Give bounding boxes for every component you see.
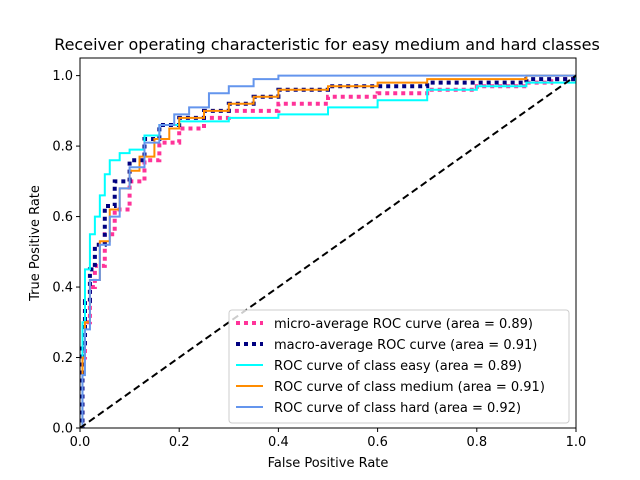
y-tick-label: 0.4 xyxy=(52,281,73,296)
chance-line xyxy=(80,74,576,428)
y-tick-label: 1.0 xyxy=(52,69,73,84)
series-line-4 xyxy=(80,74,576,428)
x-axis-label: False Positive Rate xyxy=(268,456,389,471)
plot-area xyxy=(80,74,576,428)
axes-frame xyxy=(79,57,577,429)
x-tick-label: 0.0 xyxy=(70,435,91,450)
series-line-2 xyxy=(80,75,576,428)
x-tick-label: 0.8 xyxy=(466,435,487,450)
chart-title: Receiver operating characteristic for ea… xyxy=(54,35,600,54)
y-tick-label: 0.8 xyxy=(52,140,73,155)
y-tick-label: 0.2 xyxy=(52,351,73,366)
y-tick-label: 0.0 xyxy=(52,422,73,437)
legend: micro-average ROC curve (area = 0.89) mac… xyxy=(228,309,570,424)
x-tick-label: 0.6 xyxy=(367,435,388,450)
x-tick-label: 0.4 xyxy=(268,435,289,450)
legend-entry-1: macro-average ROC curve (area = 0.91) xyxy=(274,338,537,353)
legend-entry-0: micro-average ROC curve (area = 0.89) xyxy=(274,317,533,332)
legend-entry-3: ROC curve of class medium (area = 0.91) xyxy=(274,380,545,395)
axis-ticks: 0.0 0.2 0.4 0.6 0.8 1.0 0.0 0.2 0.4 0.6 0.8 1.0 xyxy=(52,69,586,450)
x-tick-label: 1.0 xyxy=(566,435,587,450)
x-tick-label: 0.2 xyxy=(169,435,190,450)
y-axis-label: True Positive Rate xyxy=(28,185,43,302)
legend-entry-4: ROC curve of class hard (area = 0.92) xyxy=(274,401,521,416)
y-tick-label: 0.6 xyxy=(52,210,73,225)
legend-entry-2: ROC curve of class easy (area = 0.89) xyxy=(274,359,522,374)
legend-box xyxy=(228,309,570,424)
